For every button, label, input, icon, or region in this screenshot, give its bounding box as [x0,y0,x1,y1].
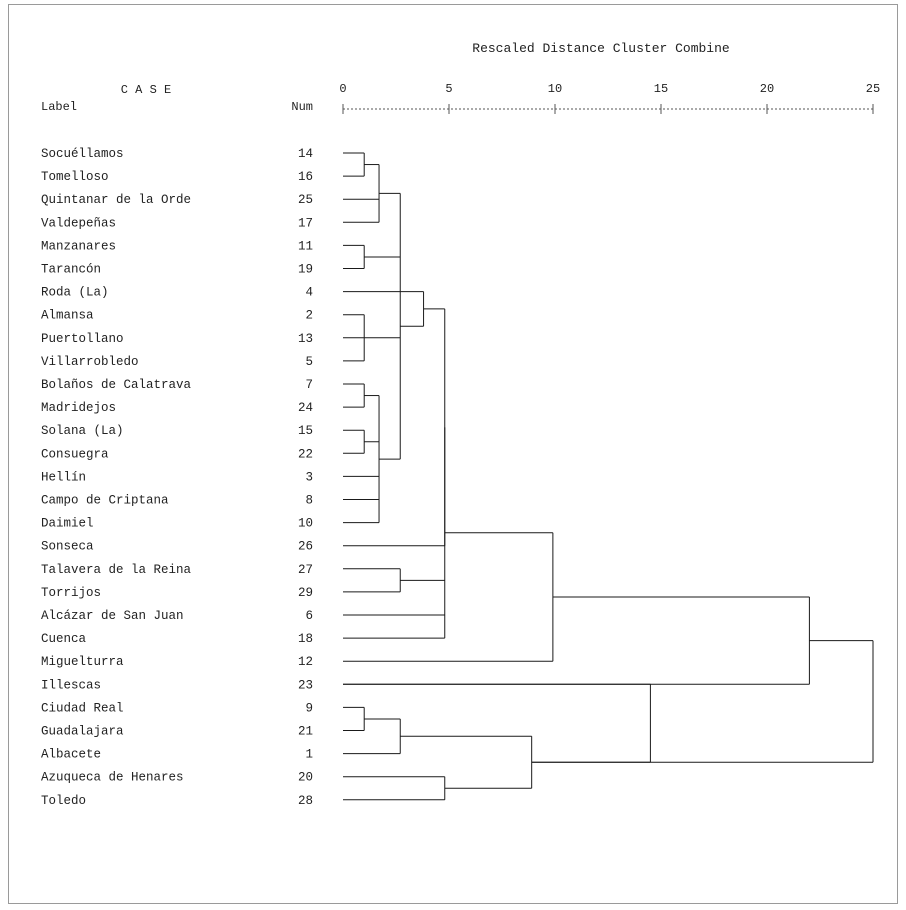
dendrogram-chart: Rescaled Distance Cluster Combine C A S … [41,41,880,808]
case-label: Villarrobledo [41,355,139,369]
case-label: Tarancón [41,263,101,277]
cluster-tree [343,152,874,801]
case-label: Azuqueca de Henares [41,771,184,785]
case-label: Madridejos [41,401,116,415]
case-label: Daimiel [41,517,94,531]
case-label: Solana (La) [41,424,124,438]
scale-tick-label: 25 [866,82,880,96]
case-number: 23 [298,678,313,692]
case-number: 5 [305,355,313,369]
case-number: 4 [305,286,313,300]
case-number: 13 [298,332,313,346]
case-label: Illescas [41,678,101,692]
case-number: 9 [305,701,313,715]
scale-tick-label: 15 [654,82,668,96]
case-label: Socuéllamos [41,147,124,161]
case-label: Torrijos [41,586,101,600]
case-label: Hellín [41,470,86,484]
scale-tick-label: 0 [339,82,346,96]
case-label: Consuegra [41,447,109,461]
case-number: 18 [298,632,313,646]
case-number: 15 [298,424,313,438]
case-number: 1 [305,748,313,762]
case-number: 8 [305,494,313,508]
case-label: Manzanares [41,239,116,253]
case-number: 16 [298,170,313,184]
case-number: 17 [298,216,313,230]
case-label: Campo de Criptana [41,494,169,508]
case-number: 21 [298,725,313,739]
distance-scale: 0 5 10 15 20 25 [339,82,880,114]
scale-tick-label: 5 [445,82,452,96]
case-label: Roda (La) [41,286,109,300]
case-label: Alcázar de San Juan [41,609,184,623]
case-number: 12 [298,655,313,669]
case-number: 20 [298,771,313,785]
case-number: 28 [298,794,313,808]
case-label: Tomelloso [41,170,109,184]
case-label: Ciudad Real [41,701,124,715]
case-label: Cuenca [41,632,87,646]
case-number: 22 [298,447,313,461]
case-number: 11 [298,239,313,253]
case-label: Bolaños de Calatrava [41,378,192,392]
dendrogram-panel: Rescaled Distance Cluster Combine C A S … [8,4,898,904]
case-label: Albacete [41,748,101,762]
case-number: 14 [298,147,313,161]
case-label: Guadalajara [41,725,124,739]
case-number: 10 [298,517,313,531]
case-number: 7 [305,378,313,392]
case-number: 6 [305,609,313,623]
case-number: 26 [298,540,313,554]
scale-tick-label: 10 [548,82,562,96]
case-label: Almansa [41,309,94,323]
case-label: Toledo [41,794,86,808]
case-label: Miguelturra [41,655,124,669]
case-number: 24 [298,401,313,415]
case-number: 25 [298,193,313,207]
case-number: 29 [298,586,313,600]
case-label: Puertollano [41,332,124,346]
case-label: Sonseca [41,540,94,554]
num-header: Num [291,100,313,114]
case-label: Talavera de la Reina [41,563,192,577]
chart-title: Rescaled Distance Cluster Combine [472,41,729,56]
case-number: 27 [298,563,313,577]
case-number: 3 [305,470,313,484]
case-label: Quintanar de la Orde [41,193,191,207]
scale-tick-label: 20 [760,82,774,96]
label-header: Label [41,100,77,114]
case-number: 19 [298,263,313,277]
case-number: 2 [305,309,313,323]
case-label: Valdepeñas [41,216,116,230]
case-header: C A S E [121,83,171,97]
